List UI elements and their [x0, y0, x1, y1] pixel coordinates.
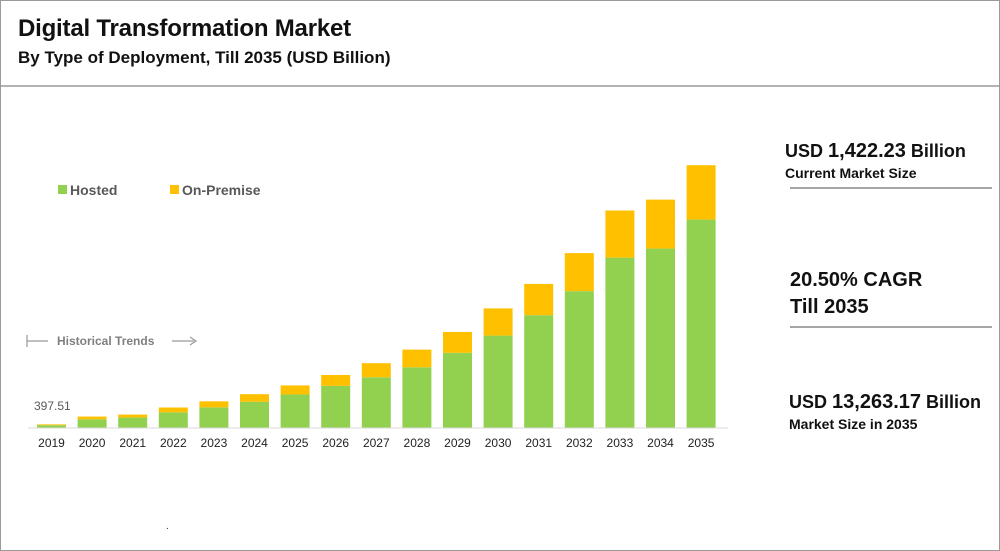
bar-hosted-2021	[118, 417, 148, 428]
current-market-size-caption: Current Market Size	[785, 165, 917, 181]
x-tick-label-2034: 2034	[647, 436, 674, 450]
cagr-block: 20.50% CAGR Till 2035	[790, 269, 922, 319]
chart-title: Digital Transformation Market	[18, 15, 351, 42]
bar-on-premise-2035	[686, 165, 716, 220]
x-tick-label-2027: 2027	[363, 436, 390, 450]
bar-hosted-2028	[402, 367, 432, 428]
x-tick-label-2029: 2029	[444, 436, 471, 450]
x-tick-label-2022: 2022	[160, 436, 187, 450]
bar-on-premise-2021	[118, 414, 148, 418]
bar-on-premise-2025	[280, 385, 310, 395]
bar-on-premise-2034	[646, 199, 675, 249]
bar-on-premise-2027	[361, 363, 391, 378]
bar-on-premise-2022	[158, 407, 188, 413]
x-tick-label-2024: 2024	[241, 436, 268, 450]
chart-subtitle: By Type of Deployment, Till 2035 (USD Bi…	[18, 48, 391, 67]
historical-trends-marker: Historical Trends	[26, 334, 198, 348]
x-tick-label-2025: 2025	[282, 436, 309, 450]
legend-label-hosted: Hosted	[70, 182, 117, 198]
bar-on-premise-2033	[605, 210, 635, 258]
bar-hosted-2025	[280, 394, 310, 428]
bar-hosted-2034	[646, 248, 675, 428]
x-tick-label-2021: 2021	[119, 436, 146, 450]
x-tick-label-2033: 2033	[607, 436, 634, 450]
historical-trends-label: Historical Trends	[57, 334, 155, 348]
bar-hosted-2029	[443, 352, 472, 428]
footer-mark: .	[166, 521, 169, 532]
x-tick-label-2019: 2019	[38, 436, 65, 450]
current-value: 1,422.23	[828, 140, 906, 162]
bar-hosted-2027	[361, 377, 391, 428]
bar-on-premise-2032	[564, 253, 594, 292]
bar-hosted-2032	[564, 291, 594, 428]
forecast-prefix: USD	[789, 392, 833, 412]
x-tick-label-2028: 2028	[404, 436, 431, 450]
bar-on-premise-2030	[483, 308, 513, 336]
bar-hosted-2019	[37, 425, 66, 428]
bar-on-premise-2029	[443, 331, 472, 353]
bar-on-premise-2028	[402, 349, 432, 368]
bar-on-premise-2019	[37, 424, 66, 426]
bar-hosted-2031	[524, 315, 554, 428]
bar-hosted-2023	[199, 407, 229, 428]
current-prefix: USD	[785, 141, 829, 161]
bars-layer	[37, 165, 716, 428]
x-tick-label-2020: 2020	[79, 436, 106, 450]
bar-hosted-2035	[686, 219, 716, 428]
bar-hosted-2030	[483, 335, 513, 428]
bar-hosted-2020	[77, 419, 107, 428]
cagr-period: Till 2035	[790, 296, 869, 318]
forecast-market-size-caption: Market Size in 2035	[789, 416, 918, 432]
legend: Hosted On-Premise	[58, 182, 261, 198]
bar-on-premise-2031	[524, 283, 554, 316]
forecast-value: 13,263.17	[832, 391, 921, 413]
bar-chart: Hosted On-Premise Historical Trends 2019…	[26, 165, 728, 450]
cagr-value: 20.50% CAGR	[790, 269, 923, 291]
data-label-2019: 397.51	[34, 399, 71, 413]
bar-hosted-2022	[158, 412, 188, 428]
x-tick-label-2031: 2031	[525, 436, 552, 450]
separator-2	[790, 326, 992, 328]
legend-label-on-premise: On-Premise	[182, 182, 261, 198]
current-market-size-block: USD 1,422.23 Billion Current Market Size	[775, 140, 966, 181]
bar-on-premise-2024	[240, 394, 269, 402]
forecast-market-size-block: USD 13,263.17 Billion Market Size in 203…	[789, 391, 981, 432]
legend-swatch-hosted	[58, 185, 67, 194]
x-tick-label-2030: 2030	[485, 436, 512, 450]
legend-swatch-on-premise	[170, 185, 179, 194]
arrow-right-icon	[189, 336, 198, 346]
header: Digital Transformation Market By Type of…	[1, 1, 999, 87]
x-axis-ticks: 2019 2020 2021 2022 2023 2024 2025 2026 2027 2028…	[38, 436, 715, 450]
separator-1	[790, 187, 992, 189]
current-market-size-value: USD 1,422.23 Billion	[785, 140, 966, 163]
x-tick-label-2023: 2023	[201, 436, 228, 450]
forecast-suffix: Billion	[921, 392, 981, 412]
bar-hosted-2026	[321, 385, 351, 428]
x-tick-label-2035: 2035	[688, 436, 715, 450]
bar-on-premise-2023	[199, 401, 229, 408]
bar-on-premise-2020	[77, 416, 107, 420]
bar-on-premise-2026	[321, 374, 351, 386]
bar-hosted-2024	[240, 401, 269, 428]
x-tick-label-2026: 2026	[322, 436, 349, 450]
annotations-layer: 397.51	[34, 399, 71, 413]
current-suffix: Billion	[905, 141, 966, 161]
x-tick-label-2032: 2032	[566, 436, 593, 450]
bar-hosted-2033	[605, 257, 635, 428]
forecast-market-size-value: USD 13,263.17 Billion	[789, 391, 981, 414]
